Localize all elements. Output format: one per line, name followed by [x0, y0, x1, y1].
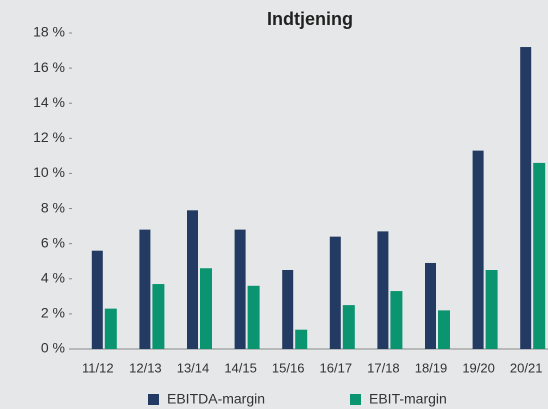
bar: [520, 47, 532, 350]
y-tick-label: 10 %: [33, 164, 65, 180]
bar: [533, 162, 546, 349]
bar: [295, 329, 308, 349]
y-tick-label: 16 %: [33, 59, 65, 75]
x-tick-label: 14/15: [224, 360, 257, 375]
bar: [329, 236, 341, 349]
bar: [187, 210, 198, 349]
bar: [104, 308, 117, 349]
y-tick-label: 8 %: [41, 199, 65, 215]
bar: [377, 231, 389, 349]
legend-swatch: [350, 394, 361, 405]
legend-label: EBIT-margin: [369, 391, 447, 407]
y-tick-label: 4 %: [41, 269, 65, 285]
x-tick-label: 16/17: [320, 360, 353, 375]
y-tick-label: 18 %: [33, 24, 65, 40]
x-tick-label: 17/18: [367, 360, 400, 375]
x-tick-label: 18/19: [415, 360, 448, 375]
bar: [234, 229, 246, 349]
bar: [472, 150, 484, 349]
bar: [152, 284, 165, 349]
bar: [390, 291, 403, 349]
bar: [91, 250, 103, 349]
x-tick-label: 12/13: [129, 360, 162, 375]
x-tick-label: 15/16: [272, 360, 305, 375]
y-tick-label: 6 %: [41, 234, 65, 250]
y-tick-label: 0 %: [41, 340, 65, 356]
x-tick-label: 13/14: [177, 360, 210, 375]
bar: [247, 285, 260, 349]
x-tick-label: 11/12: [82, 360, 114, 375]
bar: [282, 270, 294, 349]
bar: [139, 229, 151, 349]
y-tick-label: 2 %: [41, 305, 65, 321]
legend-label: EBITDA-margin: [167, 391, 265, 407]
x-tick-label: 19/20: [462, 360, 495, 375]
x-tick-label: 20/21: [510, 360, 543, 375]
bar: [200, 268, 212, 349]
bar: [342, 305, 355, 349]
bar: [438, 310, 450, 349]
y-tick-label: 12 %: [33, 129, 65, 145]
y-tick-label: 14 %: [33, 94, 65, 110]
chart-title: Indtjening: [267, 9, 353, 29]
bar: [485, 270, 498, 349]
legend-swatch: [148, 394, 159, 405]
bar: [425, 262, 436, 349]
